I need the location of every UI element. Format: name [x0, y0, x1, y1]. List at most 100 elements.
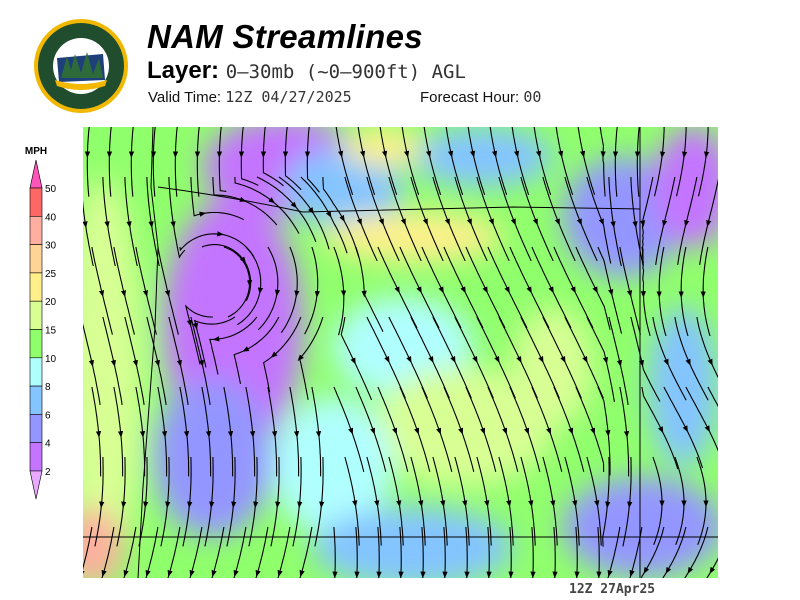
valid-time: Valid Time: 12Z 04/27/2025 — [148, 88, 352, 106]
legend-band-25-30 — [29, 244, 43, 274]
streamline-arrow — [488, 218, 494, 226]
forecast-hour-value: 00 — [523, 88, 542, 106]
forecast-hour: Forecast Hour: 00 — [420, 88, 541, 106]
streamline-arrow — [516, 355, 522, 364]
streamline-arrow — [268, 197, 276, 204]
streamline-arrow — [629, 569, 635, 577]
streamline-arrow — [308, 207, 314, 214]
streamline-arrow — [199, 211, 207, 217]
streamline-arrow — [709, 566, 716, 574]
wind-speed-legend: MPH 50 40 30 25 20 15 10 8 6 4 2 — [25, 146, 57, 500]
legend-unit: MPH — [25, 146, 47, 157]
streamline-arrow — [638, 359, 644, 367]
streamline-arrow — [447, 150, 454, 158]
streamline-arrow — [297, 354, 304, 362]
streamline-arrow — [438, 286, 444, 294]
streamline-arrow — [359, 150, 366, 158]
legend-band-8-10 — [29, 357, 43, 387]
streamline-arrow — [548, 286, 554, 294]
streamline-arrow — [436, 427, 442, 435]
streamline-arrow — [145, 569, 151, 577]
valid-time-value: 12Z 04/27/2025 — [225, 88, 352, 106]
streamline-arrow — [663, 358, 669, 366]
legend-tick-label: 25 — [45, 269, 57, 280]
forecast-hour-label: Forecast Hour: — [420, 89, 520, 106]
streamline-arrow — [458, 427, 464, 435]
legend-tick-label: 50 — [45, 184, 57, 195]
streamline-arrow — [392, 427, 398, 435]
streamline-arrow — [414, 427, 420, 435]
streamline-arrow — [706, 219, 712, 227]
streamline-arrow — [576, 218, 582, 226]
streamline-arrow — [684, 219, 690, 227]
streamline-arrow — [444, 218, 450, 226]
streamline-arrow — [494, 355, 500, 364]
streamline-arrow — [607, 569, 613, 577]
streamline-arrow — [142, 290, 149, 298]
streamline-arrow — [557, 150, 564, 158]
streamline-arrow — [532, 218, 538, 226]
legend-arrow-above — [29, 159, 43, 189]
streamline-arrow — [370, 427, 376, 435]
streamline-arrow — [466, 218, 472, 226]
streamline-arrow — [535, 150, 542, 158]
streamline-arrow — [626, 290, 633, 298]
layer-info: Layer: 0–30mb (~0–900ft) AGL — [147, 57, 466, 85]
streamline-arrow — [176, 359, 182, 367]
streamline-arrow — [394, 286, 400, 294]
legend-band-2-4 — [29, 442, 43, 472]
streamline-arrow — [110, 359, 116, 367]
streamline-arrow — [657, 426, 664, 434]
streamline-arrow — [356, 218, 362, 226]
legend-band-30-40 — [29, 216, 43, 245]
streamline-arrow — [460, 286, 466, 294]
streamline-arrow — [378, 218, 384, 226]
legend-band-4-6 — [29, 414, 43, 443]
streamline-arrow — [643, 566, 650, 574]
legend-tick-label: 4 — [45, 439, 51, 450]
footer-timestamp: 12Z 27Apr25 — [569, 582, 656, 597]
streamline-arrow — [598, 218, 604, 226]
legend-tick-label: 40 — [45, 212, 57, 223]
streamline-arrow — [154, 359, 160, 367]
legend-tick-label: 6 — [45, 410, 51, 421]
legend-tick-label: 8 — [45, 382, 51, 393]
legend-tick-label: 20 — [45, 297, 57, 308]
streamline-map — [83, 127, 718, 578]
streamline-arrow — [579, 150, 586, 158]
streamline-arrow — [682, 425, 688, 433]
streamline-arrow — [186, 319, 192, 327]
streamline-arrow — [406, 355, 412, 364]
streamline-arrow — [101, 569, 107, 577]
streamline-arrow — [239, 256, 246, 264]
streamlines — [83, 127, 718, 578]
streamline-arrow — [88, 359, 94, 367]
streamline-arrow — [270, 351, 278, 358]
streamline-arrow — [339, 214, 345, 222]
legend-band-40-50 — [29, 187, 43, 217]
layer-label: Layer: — [147, 57, 220, 84]
streamline-arrow — [192, 322, 198, 330]
streamline-arrow — [422, 218, 428, 226]
streamline-arrow — [554, 218, 560, 226]
streamline-arrow — [524, 427, 530, 435]
streamline-arrow — [590, 427, 596, 435]
legend-band-6-8 — [29, 385, 43, 415]
streamline-arrow — [602, 356, 609, 364]
legend-tick-label: 10 — [45, 354, 57, 365]
legend-band-10-15 — [29, 329, 43, 359]
streamline-arrow — [255, 569, 261, 577]
streamline-arrow — [513, 150, 520, 158]
streamline-arrow — [510, 218, 516, 226]
page-title: NAM Streamlines — [147, 18, 423, 55]
streamline-arrow — [350, 357, 356, 365]
oregon-department-of-forestry-logo — [34, 19, 128, 113]
streamline-arrow — [348, 427, 354, 435]
legend-arrow-below — [29, 470, 43, 500]
streamline-arrow — [277, 569, 283, 577]
streamline-arrow — [504, 286, 510, 294]
streamline — [83, 526, 93, 570]
streamline-arrow — [582, 355, 588, 364]
coastline — [137, 127, 159, 578]
streamline-arrow — [665, 566, 672, 574]
